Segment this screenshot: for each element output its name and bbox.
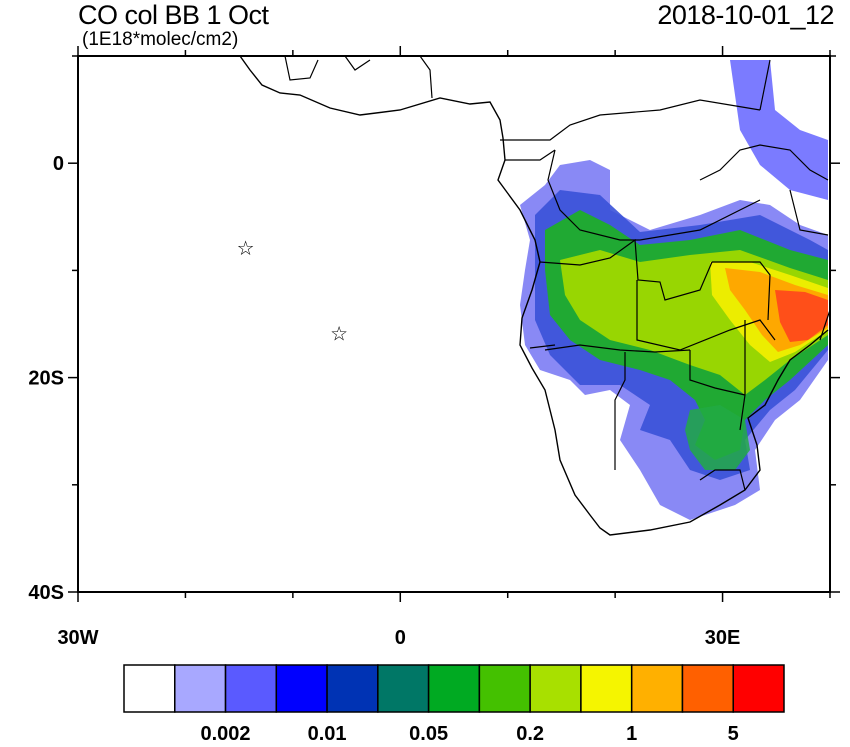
lon-tick-label: 30E xyxy=(705,627,741,649)
colorbar-box xyxy=(478,664,531,713)
map-title: CO col BB 1 Oct xyxy=(78,0,269,30)
colorbar-label: 1 xyxy=(626,723,637,745)
colorbar-label: 0.002 xyxy=(201,723,251,745)
lat-tick-label: 40S xyxy=(28,582,64,604)
colorbar-box xyxy=(630,664,684,713)
colorbar-box xyxy=(224,664,278,713)
station-markers: ☆☆ xyxy=(237,236,348,346)
lon-tick-label: 0 xyxy=(395,627,406,649)
co-field-south-plume xyxy=(685,405,750,470)
co-field-northeast xyxy=(730,60,828,200)
country-borders xyxy=(284,56,829,491)
station-star-1: ☆ xyxy=(237,236,255,260)
colorbar-box xyxy=(377,664,430,713)
colorbar-box xyxy=(326,664,379,713)
colorbar-box xyxy=(275,664,328,713)
units-label: (1E18*molec/cm2) xyxy=(82,29,239,50)
colorbar-box xyxy=(681,664,734,713)
colorbar-label: 0.2 xyxy=(516,723,544,745)
colorbar-box xyxy=(580,664,633,713)
africa-coastline xyxy=(78,56,829,536)
colorbar: 0.002 0.01 0.05 0.2 1 5 xyxy=(123,664,785,745)
lat-tick-label: 0 xyxy=(53,153,64,175)
colorbar-box xyxy=(427,664,481,713)
station-star-2: ☆ xyxy=(330,322,348,346)
lat-tick-label: 20S xyxy=(28,368,64,390)
datetime-label: 2018-10-01_12 xyxy=(657,0,834,30)
colorbar-label: 0.01 xyxy=(308,723,347,745)
madagascar-outline xyxy=(819,309,830,341)
colorbar-label: 5 xyxy=(728,723,739,745)
colorbar-box xyxy=(732,664,785,713)
axis-ticks: 0 20S 40S 30W 0 30E xyxy=(28,46,840,649)
lon-tick-label: 30W xyxy=(57,627,98,649)
colorbar-box xyxy=(123,664,176,713)
co-field-red xyxy=(775,290,828,342)
colorbar-box xyxy=(529,664,582,713)
colorbar-box xyxy=(174,664,227,713)
colorbar-label: 0.05 xyxy=(409,723,448,745)
plot-frame xyxy=(77,55,831,593)
